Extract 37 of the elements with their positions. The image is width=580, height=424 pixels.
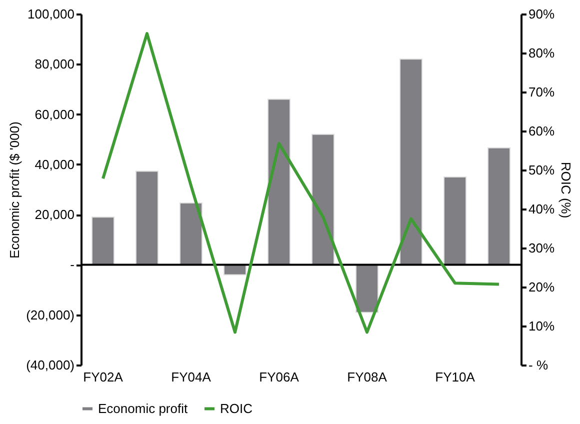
y2-tick-label: 20% bbox=[528, 280, 555, 294]
y2-tick-label: 80% bbox=[528, 46, 555, 60]
y-axis-title: Economic profit ($ '000) bbox=[7, 122, 22, 258]
y-tick-label: (20,000) bbox=[26, 307, 74, 322]
y2-tick-label: 70% bbox=[528, 84, 555, 100]
bar bbox=[92, 216, 114, 266]
legend-label: Economic profit bbox=[98, 400, 188, 416]
x-tick-label: FY02A bbox=[83, 370, 124, 384]
y-tick-label: - bbox=[70, 257, 74, 272]
y2-tick-label: 50% bbox=[528, 162, 555, 178]
y2-tick-label: 40% bbox=[528, 202, 555, 216]
y-tick-label: 40,000 bbox=[34, 156, 74, 172]
y-tick-label: 80,000 bbox=[34, 56, 74, 72]
bar bbox=[356, 264, 378, 313]
bar bbox=[268, 98, 290, 266]
y2-tick-label: - % bbox=[528, 358, 548, 372]
legend-label: ROIC bbox=[220, 400, 252, 416]
y2-tick-label: 60% bbox=[528, 124, 555, 138]
y-tick-label: 60,000 bbox=[34, 106, 74, 122]
y2-tick-label: 10% bbox=[528, 318, 555, 334]
y-tick-label: 100,000 bbox=[28, 6, 74, 22]
y2-tick-label: 30% bbox=[528, 240, 555, 256]
x-tick-label: FY08A bbox=[347, 370, 388, 384]
y-tick-label: (40,000) bbox=[26, 358, 74, 372]
bar bbox=[444, 176, 466, 266]
bar bbox=[180, 202, 202, 266]
x-tick-label: FY06A bbox=[259, 370, 300, 384]
bar bbox=[136, 170, 158, 266]
bar bbox=[312, 134, 334, 266]
line-series bbox=[102, 32, 500, 334]
y2-tick-label: 90% bbox=[528, 6, 555, 22]
x-tick-label: FY10A bbox=[435, 370, 476, 384]
bar bbox=[488, 147, 510, 266]
y-tick-label: 20,000 bbox=[34, 207, 74, 222]
y2-axis-title: ROIC (%) bbox=[558, 162, 574, 218]
x-tick-label: FY04A bbox=[171, 370, 212, 384]
bar bbox=[400, 58, 422, 266]
